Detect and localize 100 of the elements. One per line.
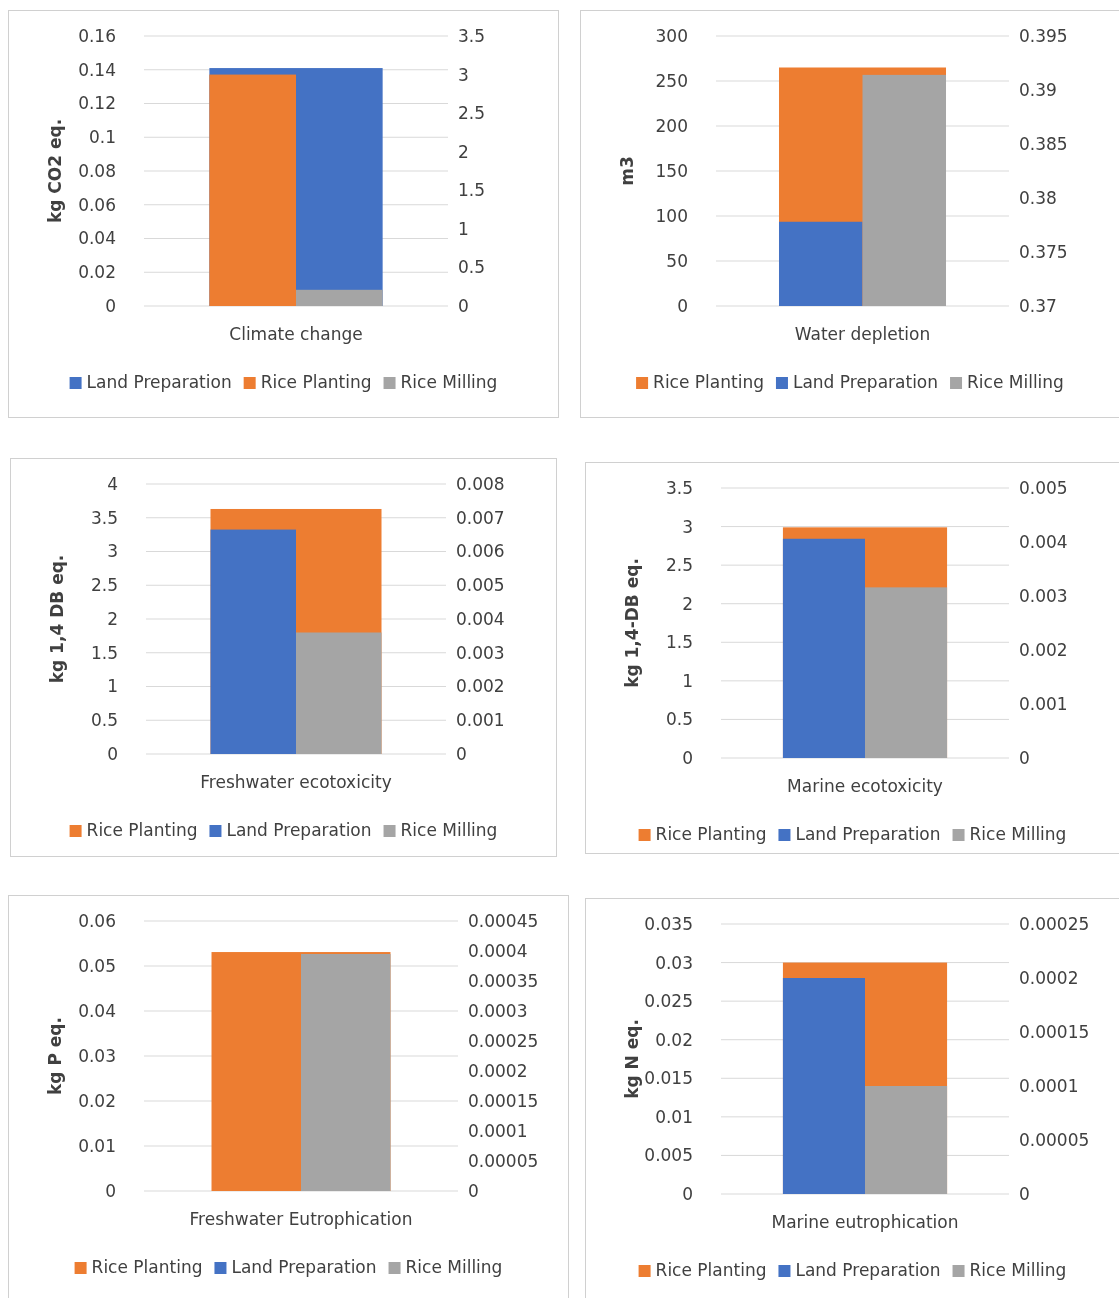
y2-tick-label: 0.0004 (468, 940, 528, 961)
y-axis-title: kg N eq. (622, 1019, 642, 1099)
y-tick-label: 1.5 (90, 642, 118, 663)
y2-tick-label: 0.0001 (1019, 1075, 1079, 1096)
y-tick-label: 1.5 (665, 632, 693, 653)
y-tick-label: 2.5 (665, 555, 693, 576)
y2-tick-label: 0.005 (456, 575, 505, 596)
y-tick-label: 150 (655, 160, 688, 181)
y2-tick-label: 0.00025 (468, 1030, 539, 1051)
y-tick-label: 1 (682, 670, 693, 691)
y2-tick-label: 0.004 (1019, 531, 1068, 552)
y-tick-label: 0.025 (644, 991, 693, 1012)
x-tick-label: Water depletion (794, 324, 931, 344)
y-tick-label: 0.005 (644, 1145, 693, 1166)
y-tick-label: 0 (677, 295, 688, 316)
y2-tick-label: 0.0003 (468, 1000, 528, 1021)
y2-tick-label: 2 (458, 141, 469, 162)
y-tick-label: 3 (107, 541, 118, 562)
y-tick-label: 0.01 (78, 1135, 116, 1156)
legend-label: Land Preparation (226, 820, 372, 840)
y2-tick-label: 3.5 (458, 25, 486, 46)
legend-label: Rice Milling (400, 372, 498, 392)
y2-tick-label: 0.0001 (468, 1120, 528, 1141)
y-tick-label: 0 (682, 1183, 693, 1204)
y2-tick-label: 0.003 (1019, 585, 1068, 606)
y2-tick-label: 0.008 (456, 473, 505, 494)
y-tick-label: 4 (107, 473, 118, 494)
y-tick-label: 0.5 (90, 710, 118, 731)
y-tick-label: 3.5 (90, 507, 118, 528)
y-tick-label: 0.12 (78, 93, 116, 114)
y-tick-label: 2 (107, 608, 118, 629)
y-tick-label: 300 (655, 25, 688, 46)
y2-tick-label: 2.5 (458, 103, 486, 124)
y-tick-label: 2 (682, 593, 693, 614)
y2-tick-label: 0.39 (1019, 79, 1057, 100)
x-tick-label: Marine ecotoxicity (787, 776, 943, 796)
y-tick-label: 0.1 (88, 127, 116, 148)
y-tick-label: 0.14 (78, 59, 116, 80)
y2-tick-label: 3 (458, 64, 469, 85)
y-axis-title: kg 1,4 DB eq. (47, 554, 67, 684)
y2-tick-label: 0 (1019, 747, 1030, 768)
legend-label: Rice Milling (967, 372, 1064, 392)
y-tick-label: 0 (105, 295, 116, 316)
y2-tick-label: 0 (468, 1180, 479, 1201)
y2-tick-label: 0.0002 (1019, 967, 1079, 988)
y2-tick-label: 0.5 (458, 257, 486, 278)
legend-label: Rice Milling (400, 820, 498, 840)
legend-label: Land Preparation (86, 372, 232, 392)
y-axis-title: m3 (617, 156, 637, 186)
y-tick-label: 50 (666, 250, 688, 271)
y-tick-label: 100 (655, 205, 688, 226)
y2-tick-label: 0.385 (1019, 133, 1068, 154)
x-tick-label: Freshwater Eutrophication (189, 1209, 413, 1229)
y2-tick-label: 0 (458, 295, 469, 316)
y2-tick-label: 0.005 (1019, 477, 1068, 498)
y2-tick-label: 0.395 (1019, 25, 1068, 46)
y-tick-label: 0.01 (655, 1106, 693, 1127)
y-tick-label: 0.16 (78, 25, 116, 46)
x-tick-label: Marine eutrophication (771, 1212, 959, 1232)
y2-tick-label: 0.00025 (1019, 913, 1090, 934)
y-axis-title: kg 1,4-DB eq. (622, 558, 642, 688)
y-tick-label: 0 (107, 743, 118, 764)
y-tick-label: 0 (682, 747, 693, 768)
y2-tick-label: 0.001 (456, 710, 505, 731)
y-tick-label: 200 (655, 115, 688, 136)
legend-label: Rice Planting (653, 372, 764, 392)
legend-label: Rice Planting (655, 1260, 767, 1280)
y2-tick-label: 0.002 (456, 676, 505, 697)
y2-tick-label: 0.007 (456, 507, 505, 528)
legend-label: Rice Planting (86, 820, 198, 840)
y2-tick-label: 0.003 (456, 642, 505, 663)
y-tick-label: 0.02 (655, 1029, 693, 1050)
legend-label: Rice Milling (405, 1257, 503, 1277)
y-tick-label: 250 (655, 70, 688, 91)
y2-tick-label: 0.38 (1019, 187, 1057, 208)
y2-tick-label: 0.0002 (468, 1060, 528, 1081)
y-tick-label: 0.04 (78, 1000, 116, 1021)
legend-label: Land Preparation (795, 824, 941, 844)
y2-tick-label: 0.00005 (468, 1150, 539, 1171)
y-tick-label: 0.03 (78, 1045, 116, 1066)
legend-label: Land Preparation (231, 1257, 377, 1277)
y-tick-label: 0.05 (78, 955, 116, 976)
legend-label: Rice Planting (91, 1257, 203, 1277)
y2-tick-label: 1 (458, 218, 469, 239)
y-tick-label: 3 (682, 516, 693, 537)
y2-tick-label: 0 (1019, 1183, 1030, 1204)
legend-label: Land Preparation (792, 372, 939, 392)
legend-label: Rice Milling (969, 1260, 1067, 1280)
y-tick-label: 0.06 (78, 910, 116, 931)
y2-tick-label: 0.002 (1019, 639, 1068, 660)
y2-tick-label: 0.37 (1019, 295, 1057, 316)
y-tick-label: 0.08 (78, 160, 116, 181)
y2-tick-label: 0.00015 (468, 1090, 539, 1111)
y-tick-label: 0.02 (78, 262, 116, 283)
y-tick-label: 0.06 (78, 194, 116, 215)
y2-tick-label: 0 (456, 743, 467, 764)
y2-tick-label: 0.00005 (1019, 1129, 1090, 1150)
x-tick-label: Freshwater ecotoxicity (200, 772, 392, 792)
y-tick-label: 1 (107, 676, 118, 697)
legend-label: Rice Planting (655, 824, 767, 844)
